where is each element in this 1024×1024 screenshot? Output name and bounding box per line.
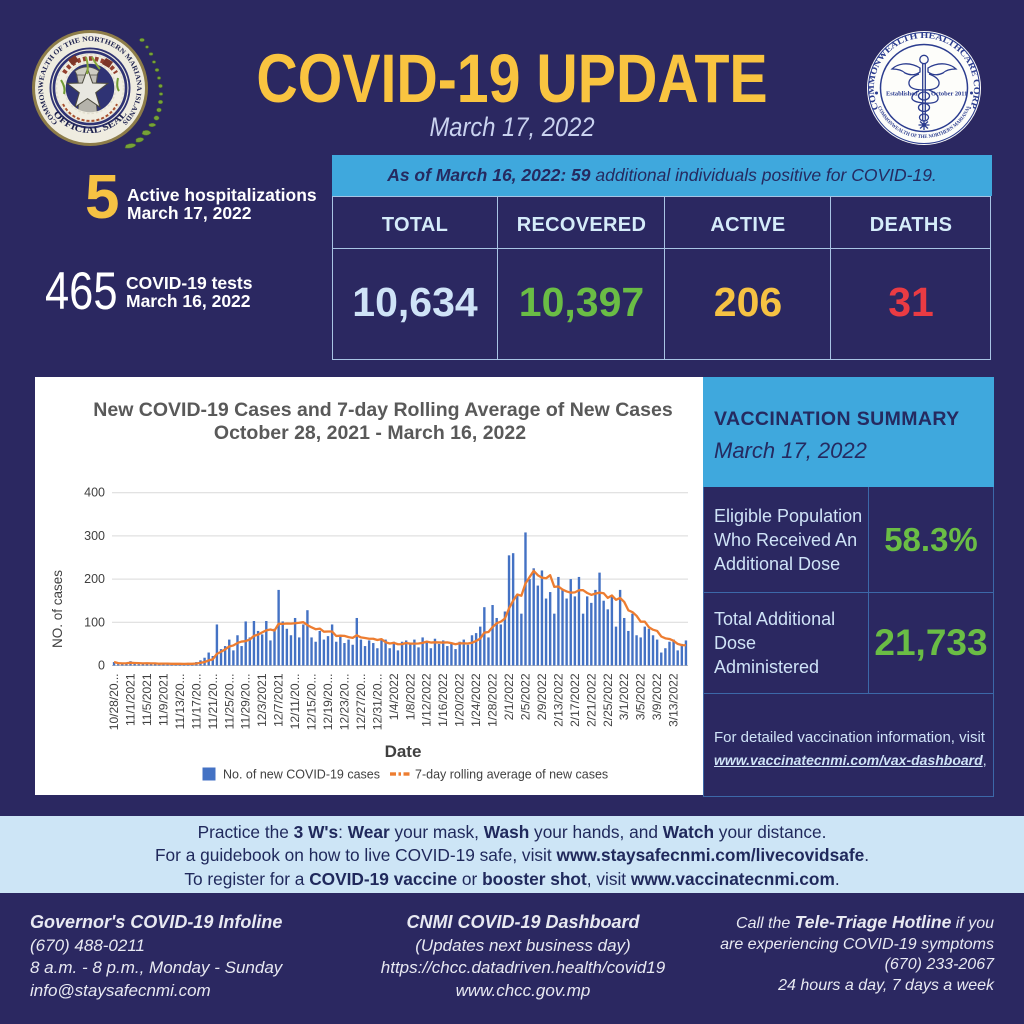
svg-text:12/23/20...: 12/23/20...	[338, 674, 352, 731]
svg-text:11/5/2021: 11/5/2021	[140, 673, 154, 726]
svg-text:1/4/2022: 1/4/2022	[387, 673, 401, 720]
svg-text:NO. of cases: NO. of cases	[50, 570, 65, 648]
svg-text:3/5/2022: 3/5/2022	[634, 673, 648, 720]
svg-text:0: 0	[98, 659, 105, 673]
svg-text:2/25/2022: 2/25/2022	[601, 673, 615, 727]
svg-text:2/13/2022: 2/13/2022	[551, 673, 565, 727]
svg-text:1/12/2022: 1/12/2022	[420, 673, 434, 727]
svg-text:October 28, 2021 - March 16, 2: October 28, 2021 - March 16, 2022	[214, 422, 526, 444]
svg-text:7-day rolling average of new c: 7-day rolling average of new cases	[415, 768, 608, 782]
svg-text:12/27/20...: 12/27/20...	[354, 674, 368, 731]
svg-text:11/13/20...: 11/13/20...	[173, 674, 187, 730]
svg-text:300: 300	[84, 529, 105, 543]
svg-text:11/17/20...: 11/17/20...	[189, 674, 203, 730]
svg-text:2/17/2022: 2/17/2022	[568, 673, 582, 727]
svg-text:11/1/2021: 11/1/2021	[124, 673, 138, 726]
svg-text:3/1/2022: 3/1/2022	[617, 673, 631, 720]
svg-text:11/29/20...: 11/29/20...	[239, 674, 253, 730]
svg-text:3/13/2022: 3/13/2022	[667, 673, 681, 727]
svg-text:12/15/20...: 12/15/20...	[305, 674, 319, 731]
svg-text:No. of new COVID-19 cases: No. of new COVID-19 cases	[223, 768, 380, 782]
svg-text:2/1/2022: 2/1/2022	[502, 673, 516, 720]
svg-text:1/20/2022: 1/20/2022	[453, 673, 467, 727]
svg-text:2/21/2022: 2/21/2022	[584, 673, 598, 727]
svg-text:New COVID-19 Cases and 7-day R: New COVID-19 Cases and 7-day Rolling Ave…	[93, 399, 673, 421]
svg-text:11/9/2021: 11/9/2021	[156, 673, 170, 726]
svg-text:2/9/2022: 2/9/2022	[535, 673, 549, 720]
svg-text:1/16/2022: 1/16/2022	[436, 673, 450, 727]
svg-text:11/21/20...: 11/21/20...	[206, 674, 220, 730]
svg-text:200: 200	[84, 572, 105, 586]
svg-text:12/31/20...: 12/31/20...	[370, 674, 384, 731]
svg-text:2/5/2022: 2/5/2022	[519, 673, 533, 720]
svg-text:12/19/20...: 12/19/20...	[321, 674, 335, 731]
svg-text:Date: Date	[385, 742, 422, 761]
svg-text:1/8/2022: 1/8/2022	[403, 673, 417, 720]
svg-text:12/7/2021: 12/7/2021	[272, 673, 286, 727]
svg-text:3/9/2022: 3/9/2022	[650, 673, 664, 720]
svg-text:400: 400	[84, 486, 105, 500]
svg-text:Established: Established	[886, 91, 918, 98]
svg-text:1/28/2022: 1/28/2022	[486, 673, 500, 727]
svg-text:12/3/2021: 12/3/2021	[255, 673, 269, 727]
svg-text:October 2011: October 2011	[931, 91, 967, 98]
svg-text:100: 100	[84, 615, 105, 629]
svg-text:1/24/2022: 1/24/2022	[469, 673, 483, 727]
svg-text:10/28/20...: 10/28/20...	[107, 674, 121, 731]
svg-text:12/11/20...: 12/11/20...	[288, 674, 302, 730]
svg-text:11/25/20...: 11/25/20...	[222, 674, 236, 730]
